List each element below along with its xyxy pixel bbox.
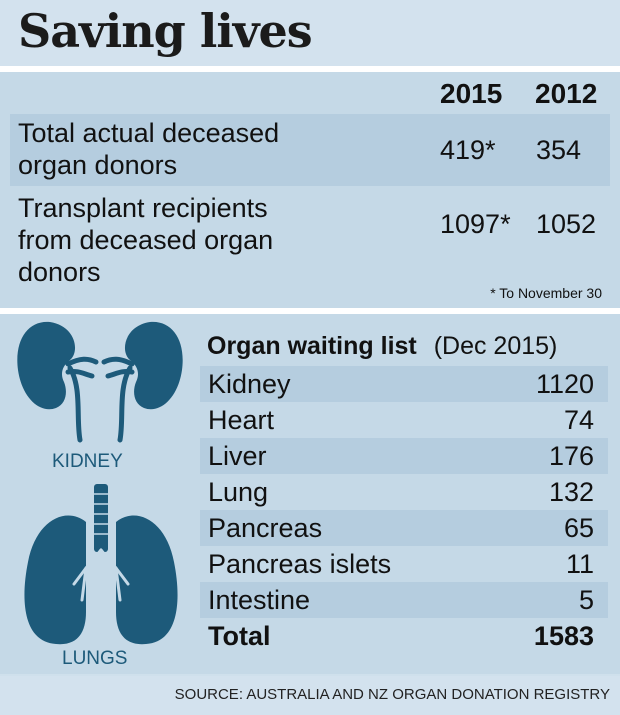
organ-name: Liver <box>208 441 267 471</box>
divider <box>0 66 620 72</box>
lungs-icon <box>24 484 178 645</box>
organ-count: 11 <box>565 549 594 579</box>
organ-name: Pancreas islets <box>208 549 392 579</box>
column-header-2015: 2015 <box>440 78 503 109</box>
source-credit: SOURCE: AUSTRALIA AND NZ ORGAN DONATION … <box>174 686 610 703</box>
table-row: Liver 176 <box>200 438 608 474</box>
stats-panel <box>0 72 620 308</box>
organ-name: Intestine <box>208 585 311 615</box>
organ-count: 5 <box>578 585 594 615</box>
stat-row: Total actual deceased organ donors 419* … <box>10 114 610 186</box>
organ-count: 132 <box>548 477 594 507</box>
organ-name: Pancreas <box>208 513 323 543</box>
page-title: Saving lives <box>18 4 313 58</box>
stat-row: Transplant recipients from deceased orga… <box>10 190 610 287</box>
table-row: Pancreas 65 <box>200 510 608 546</box>
title-bar <box>0 0 620 66</box>
table-row: Heart 74 <box>200 402 608 438</box>
source-bar <box>0 676 620 715</box>
kidney-label: KIDNEY <box>52 451 123 472</box>
lungs-label: LUNGS <box>62 648 128 669</box>
waiting-list-date: (Dec 2015) <box>433 332 558 360</box>
stat-value-2012: 1052 <box>536 209 597 239</box>
table-row: Kidney 1120 <box>200 366 608 402</box>
stat-value-2015: 419* <box>440 135 496 165</box>
table-row: Intestine 5 <box>200 582 608 618</box>
waiting-list-title: Organ waiting list <box>207 332 417 360</box>
stat-label: Total actual deceased organ donors <box>18 118 280 180</box>
stat-value-2015: 1097* <box>440 209 511 239</box>
total-row: Total 1583 <box>200 618 608 654</box>
organ-name: Heart <box>208 405 275 435</box>
organ-count: 65 <box>563 513 594 543</box>
stat-label: Transplant recipients from deceased orga… <box>18 193 274 287</box>
stat-value-2012: 354 <box>536 135 582 165</box>
column-header-2012: 2012 <box>535 78 598 109</box>
total-label: Total <box>208 621 271 651</box>
table-row: Lung 132 <box>200 474 608 510</box>
kidney-icon <box>17 321 183 443</box>
organ-name: Lung <box>208 477 269 507</box>
divider <box>0 308 620 314</box>
waiting-list-header: Organ waiting list (Dec 2015) <box>207 332 557 361</box>
organ-name: Kidney <box>208 369 291 399</box>
organ-count: 1120 <box>535 369 594 399</box>
footnote: * To November 30 <box>490 285 602 301</box>
organ-count: 74 <box>563 405 594 435</box>
total-count: 1583 <box>533 621 594 651</box>
organ-count: 176 <box>548 441 594 471</box>
table-row: Pancreas islets 11 <box>200 546 608 582</box>
